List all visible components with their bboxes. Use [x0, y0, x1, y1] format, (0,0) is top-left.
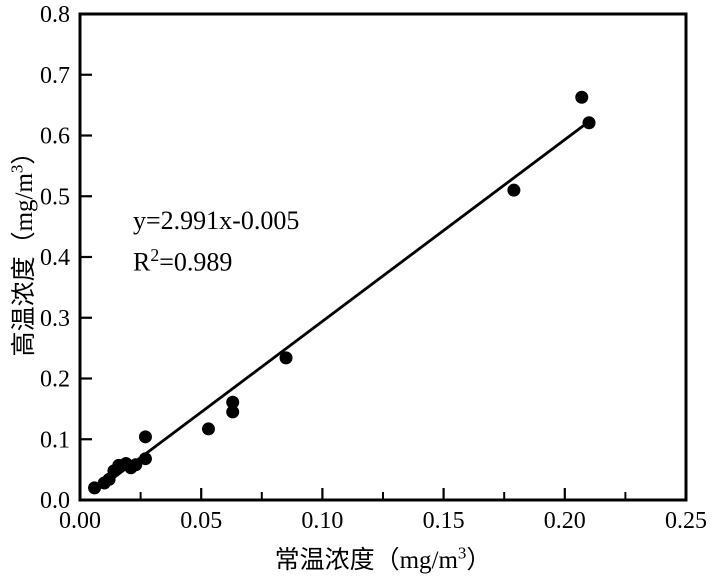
x-tick-label: 0.25	[665, 508, 707, 534]
data-point	[507, 183, 521, 197]
r-squared-text: R2=0.989	[133, 245, 233, 277]
data-point	[201, 422, 215, 436]
y-axis-title: 高温浓度（mg/m3）	[7, 139, 38, 357]
data-point	[226, 395, 240, 409]
data-point	[88, 481, 102, 495]
x-tick-label: 0.00	[59, 508, 101, 534]
y-tick-label: 0.1	[40, 427, 70, 453]
y-tick-label: 0.4	[40, 245, 70, 271]
data-point	[138, 430, 152, 444]
data-point	[138, 452, 152, 466]
fit-annotation: y=2.991x-0.005 R2=0.989	[133, 204, 299, 280]
y-tick-label: 0.8	[40, 2, 70, 28]
fit-line	[103, 117, 594, 486]
y-tick-label: 0.6	[40, 124, 70, 150]
data-point	[279, 351, 293, 365]
data-point	[582, 116, 596, 130]
y-tick-label: 0.3	[40, 306, 70, 332]
x-tick-label: 0.05	[180, 508, 222, 534]
data-point	[575, 90, 589, 104]
x-tick-label: 0.20	[544, 508, 586, 534]
data-point	[129, 458, 143, 472]
data-point	[226, 405, 240, 419]
y-tick-label: 0.0	[40, 488, 70, 514]
y-tick-label: 0.5	[40, 184, 70, 210]
plot-frame	[78, 12, 688, 502]
x-axis-title: 常温浓度（mg/m3）	[274, 543, 492, 574]
x-tick-label: 0.10	[301, 508, 343, 534]
y-tick-label: 0.7	[40, 63, 70, 89]
y-tick-label: 0.2	[40, 367, 70, 393]
fit-equation-text: y=2.991x-0.005	[133, 206, 300, 235]
x-tick-label: 0.15	[423, 508, 465, 534]
